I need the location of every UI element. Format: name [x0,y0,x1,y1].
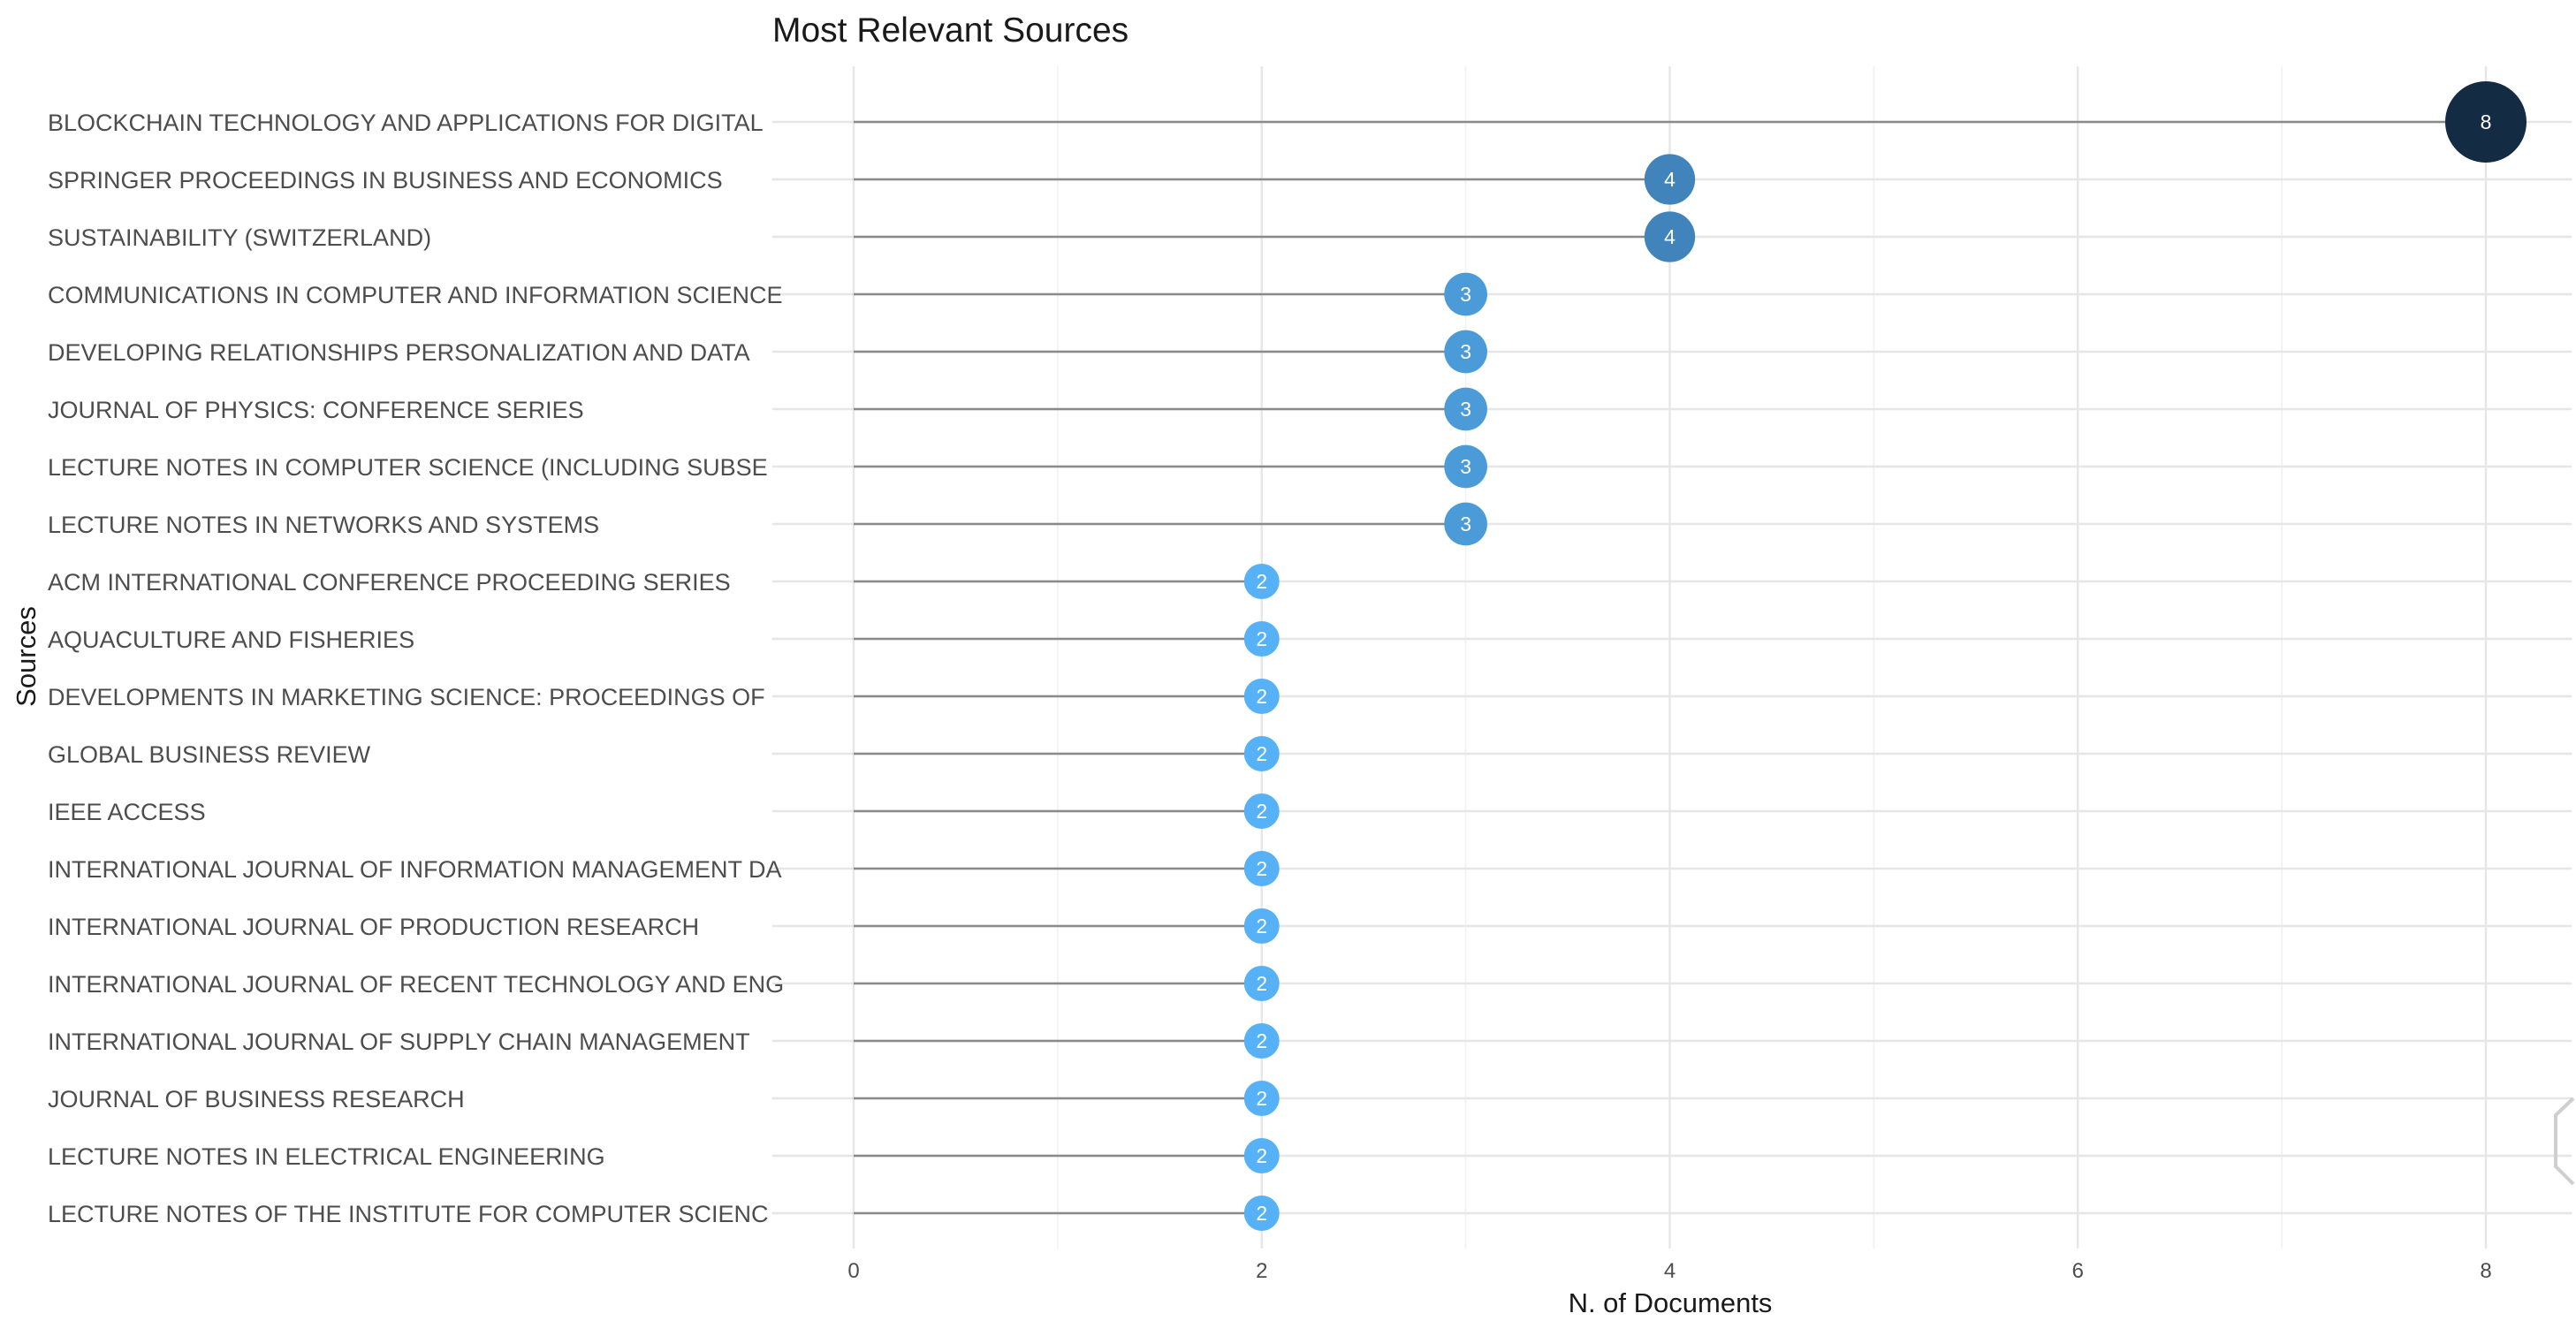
x-tick-labels: 0 2 4 6 8 [847,1259,2491,1283]
data-point [1243,736,1280,771]
data-point [1243,1138,1280,1173]
data-point [1444,502,1487,546]
data-point [1243,564,1280,599]
data-label: 3 [1460,512,1471,535]
data-label: 2 [1256,685,1267,708]
data-label: 8 [2481,110,2492,133]
x-tick-label: 2 [1256,1259,1267,1283]
data-point [1243,1196,1280,1231]
data-label: 2 [1256,1202,1267,1225]
data-label: 3 [1460,398,1471,421]
category-label: SPRINGER PROCEEDINGS IN BUSINESS AND ECO… [48,167,723,194]
category-label: IEEE ACCESS [48,799,206,825]
data-point [1243,793,1280,829]
resize-handle[interactable] [2554,1097,2575,1186]
category-label: GLOBAL BUSINESS REVIEW [48,741,371,768]
data-label: 2 [1256,1144,1267,1167]
category-label: INTERNATIONAL JOURNAL OF RECENT TECHNOLO… [48,971,784,998]
data-label: 2 [1256,742,1267,765]
category-label: LECTURE NOTES IN NETWORKS AND SYSTEMS [48,512,599,538]
category-label: DEVELOPING RELATIONSHIPS PERSONALIZATION… [48,339,750,366]
data-label: 2 [1256,1087,1267,1110]
data-label: 2 [1256,1029,1267,1052]
data-point [1243,679,1280,714]
category-label: SUSTAINABILITY (SWITZERLAND) [48,224,431,251]
data-point [1644,211,1696,262]
data-point [1444,272,1487,316]
data-point [1444,444,1487,489]
dots: 8 4 4 3 3 3 3 3 2 2 2 2 2 2 2 2 2 2 2 2 [1243,81,2527,1231]
y-axis-title: Sources [11,606,42,707]
category-label: LECTURE NOTES IN COMPUTER SCIENCE (INCLU… [48,454,768,481]
x-tick-label: 8 [2480,1259,2491,1283]
data-label: 2 [1256,800,1267,823]
data-point [1243,851,1280,886]
data-point [1644,154,1696,205]
data-label: 2 [1256,570,1267,593]
category-label: DEVELOPMENTS IN MARKETING SCIENCE: PROCE… [48,684,765,710]
category-label: JOURNAL OF PHYSICS: CONFERENCE SERIES [48,397,584,423]
data-point [1243,966,1280,1001]
category-labels: BLOCKCHAIN TECHNOLOGY AND APPLICATIONS F… [48,110,784,1227]
data-label: 3 [1460,340,1471,363]
category-label: LECTURE NOTES OF THE INSTITUTE FOR COMPU… [48,1201,769,1227]
data-point [1444,330,1487,374]
category-label: JOURNAL OF BUSINESS RESEARCH [48,1086,465,1112]
data-point [1243,908,1280,944]
data-label: 2 [1256,857,1267,880]
data-label: 3 [1460,283,1471,306]
category-label: LECTURE NOTES IN ELECTRICAL ENGINEERING [48,1143,605,1170]
x-axis-title: N. of Documents [1569,1287,1773,1318]
data-label: 3 [1460,455,1471,478]
category-label: AQUACULTURE AND FISHERIES [48,626,414,653]
data-label: 2 [1256,627,1267,650]
category-label: ACM INTERNATIONAL CONFERENCE PROCEEDING … [48,569,731,596]
data-point [1243,621,1280,657]
data-point [1243,1081,1280,1116]
category-label: INTERNATIONAL JOURNAL OF PRODUCTION RESE… [48,914,699,940]
data-point [1444,387,1487,431]
data-label: 4 [1664,168,1676,191]
chart-title: Most Relevant Sources [772,11,1128,49]
x-tick-label: 4 [1664,1259,1676,1283]
x-tick-label: 0 [847,1259,859,1283]
x-tick-label: 6 [2072,1259,2084,1283]
stems [854,120,2486,1215]
data-point [2445,81,2527,163]
data-label: 4 [1664,225,1676,248]
data-point [1243,1023,1280,1059]
category-label: INTERNATIONAL JOURNAL OF SUPPLY CHAIN MA… [48,1029,750,1055]
data-label: 2 [1256,915,1267,938]
category-label: COMMUNICATIONS IN COMPUTER AND INFORMATI… [48,282,783,308]
category-label: INTERNATIONAL JOURNAL OF INFORMATION MAN… [48,856,782,883]
data-label: 2 [1256,972,1267,995]
category-label: BLOCKCHAIN TECHNOLOGY AND APPLICATIONS F… [48,110,764,136]
